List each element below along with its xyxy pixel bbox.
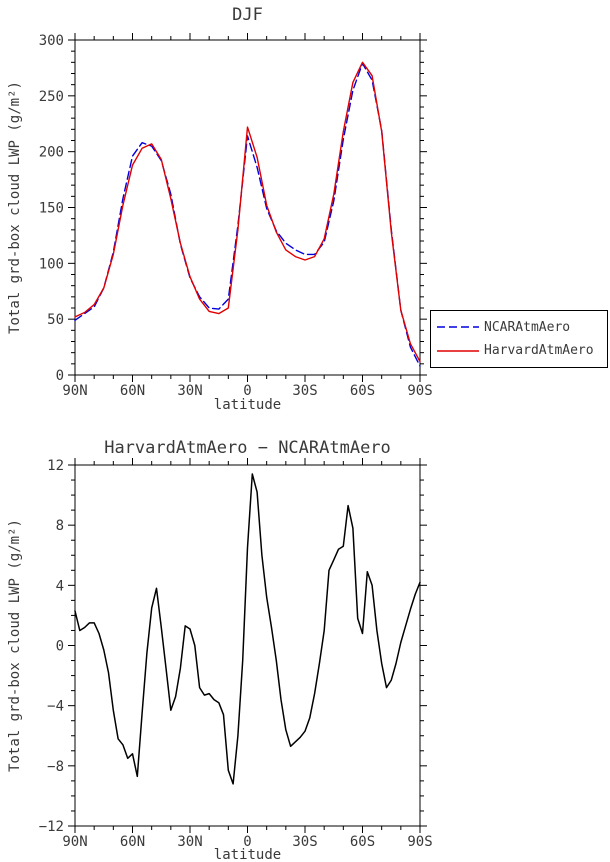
svg-text:50: 50 <box>47 312 64 328</box>
svg-text:90S: 90S <box>407 383 432 399</box>
legend-entry-ncar: NCARAtmAero <box>435 320 607 335</box>
difference-plot: 90N 60N 30N 0 30S 60S 90S −12 −8 −4 0 4 8 12 <box>39 458 433 850</box>
svg-text:200: 200 <box>39 145 64 161</box>
svg-text:30N: 30N <box>177 834 202 850</box>
svg-text:90N: 90N <box>62 383 87 399</box>
difference-x-axis-label: latitude <box>213 847 282 862</box>
series-line-HarvardAtmAero-NCARAtmAero <box>74 473 421 785</box>
svg-text:8: 8 <box>56 518 64 534</box>
difference-chart-section: HarvardAtmAero − NCARAtmAero Total grd-b… <box>0 430 610 862</box>
svg-text:60S: 60S <box>350 834 375 850</box>
djf-x-axis-label: latitude <box>213 397 282 413</box>
djf-chart-title: DJF <box>232 5 263 25</box>
svg-text:30S: 30S <box>292 383 317 399</box>
svg-text:0: 0 <box>243 383 251 399</box>
plot-frame <box>74 39 421 376</box>
plot-frame <box>74 464 421 827</box>
svg-text:0: 0 <box>56 639 64 655</box>
svg-text:60N: 60N <box>120 834 145 850</box>
svg-text:0: 0 <box>56 368 64 384</box>
legend-line-sample-harvard <box>437 350 479 352</box>
svg-text:90S: 90S <box>407 834 432 850</box>
svg-text:100: 100 <box>39 256 64 272</box>
legend-label-harvard: HarvardAtmAero <box>484 343 594 359</box>
svg-text:250: 250 <box>39 89 64 105</box>
svg-text:−4: −4 <box>47 699 64 715</box>
svg-text:90N: 90N <box>62 834 87 850</box>
legend-label-ncar: NCARAtmAero <box>484 319 571 335</box>
series-line-NCARAtmAero <box>74 62 421 367</box>
svg-text:4: 4 <box>56 578 64 594</box>
svg-text:30N: 30N <box>177 383 202 399</box>
djf-plot: 90N 60N 30N 0 30S 60S 90S 0 50 100 150 200 250 300 <box>39 33 433 399</box>
legend-entry-harvard: HarvardAtmAero <box>435 343 607 358</box>
difference-chart-title: HarvardAtmAero − NCARAtmAero <box>104 438 391 458</box>
svg-text:12: 12 <box>47 458 64 474</box>
svg-text:−12: −12 <box>39 819 64 835</box>
svg-text:−8: −8 <box>47 759 64 775</box>
series-line-HarvardAtmAero <box>74 61 421 363</box>
svg-text:60N: 60N <box>120 383 145 399</box>
svg-text:30S: 30S <box>292 834 317 850</box>
djf-chart-section: DJF Total grd-box cloud LWP (g/m²) 90N 60… <box>0 0 610 430</box>
svg-text:300: 300 <box>39 33 64 49</box>
svg-text:150: 150 <box>39 201 64 217</box>
legend-box: NCARAtmAero HarvardAtmAero <box>430 310 608 368</box>
svg-text:0: 0 <box>243 834 251 850</box>
svg-text:60S: 60S <box>350 383 375 399</box>
legend-line-sample-ncar <box>437 326 479 328</box>
